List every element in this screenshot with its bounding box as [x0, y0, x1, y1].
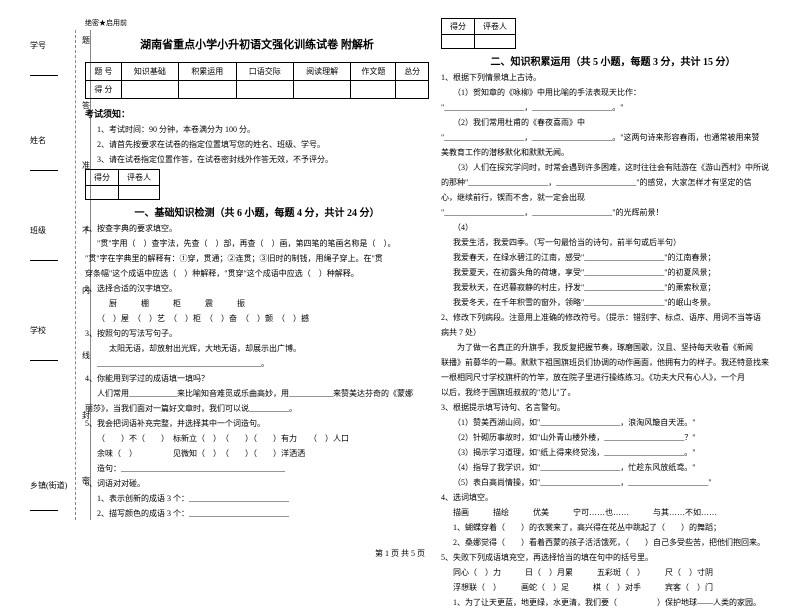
r1-row4: 我爱冬天，在千年积雪的窗外，领略"____________________"的岷… — [441, 297, 785, 309]
r2-l4: 一根相同尺寸学校旗杆的竹竿，放在院子里进行操练练习。《功夫大尺有心人》，一个月 — [441, 372, 785, 384]
content-area: 绝密★启用前 湖南省重点小学小升初语文强化训练试卷 附解析 题 号 知识基础 积… — [85, 18, 785, 612]
r1-l5: 美教育工作的潜移默化和默默无闻。 — [441, 147, 785, 159]
r1-l3: （2）我们常用杜甫的《春夜喜雨》中 — [441, 117, 785, 129]
r4-l1: 1、蝴蝶穿着（ ）的衣裳来了，高兴得在花丛中跳起了（ ）的舞蹈； — [441, 522, 785, 534]
q5-stem: 5、我会把词语补充完整，并选择其中一个词造句。 — [85, 418, 429, 430]
r4-row1: 描画 描绘 优美 宁可……也…… 与其……不如…… — [441, 507, 785, 519]
q1-l3: 穿条幅"这个成语中应选（ ）种解释，"贯穿"这个成语中应选（ ）种解释。 — [85, 268, 429, 280]
paper-title: 湖南省重点小学小升初语文强化训练试卷 附解析 — [85, 36, 429, 52]
r1-row0: 我爱生活，我爱四季。（写一句最恰当的诗句，前半句或后半句） — [441, 237, 785, 249]
q5-l2: 余味（ ） 见微知（ ） （ ）（ ）洋洒洒 — [85, 448, 429, 460]
r5-l2: 浮想联（ ） 画蛇（ ）足 棋（ ）对手 宾客（ ）门 — [441, 582, 785, 594]
r1-l9: "____________________，__________________… — [441, 207, 785, 219]
mini2-blank-b — [475, 35, 516, 49]
exam-notice-head: 考试须知： — [85, 107, 429, 120]
margin-underline-2 — [30, 170, 58, 171]
page-footer: 第 1 页 共 5 页 — [0, 548, 800, 559]
r5-l1: 同心（ ）力 日（ ）月累 五彩斑（ ） 尺（ ）寸阴 — [441, 567, 785, 579]
score-c3: 口语交际 — [236, 63, 293, 81]
score-c6: 总分 — [396, 63, 429, 81]
mini-score-table-1: 得分评卷人 — [85, 169, 160, 200]
margin-label-xz: 乡镇(街道) — [30, 480, 67, 491]
r4-stem: 4、选词填空。 — [441, 492, 785, 504]
mini-b: 评卷人 — [119, 170, 160, 186]
margin-underline-3 — [30, 260, 58, 261]
r1-l7: 的那种"____________________，_______________… — [441, 177, 785, 189]
r1-l4: "____________________，__________________… — [441, 132, 785, 144]
seal-dashed-line — [75, 30, 76, 520]
q2-r2: （ ）屋 （ ）艺 （ ）柜 （ ）奋 （ ）颤 （ ）撼 — [85, 313, 429, 325]
mini2-a: 得分 — [442, 19, 475, 35]
score-h1: 题 号 — [86, 63, 122, 81]
score-h2: 得 分 — [86, 81, 122, 99]
q3-l1: 太阳无语，却放射出光辉，大地无语，却展示出广博。 — [85, 343, 429, 355]
r2-l5: 以后，我终于国旗班叔叔的"范儿"了。 — [441, 387, 785, 399]
r1-l1: （1）贺知章的《咏柳》中用比喻的手法表现天比作： — [441, 87, 785, 99]
margin-label-xm: 姓名 — [30, 135, 46, 146]
section2-title: 二、知识积累运用（共 5 小题，每题 3 分，共计 15 分） — [441, 53, 785, 68]
mini-score-table-2: 得分评卷人 — [441, 18, 516, 49]
right-column: 得分评卷人 二、知识积累运用（共 5 小题，每题 3 分，共计 15 分） 1、… — [441, 18, 785, 612]
r3-l3: （3）揭示学习道理，如"纸上得来终觉浅，____________________… — [441, 447, 785, 459]
r5-l3: 1、为了让天更蓝，地更绿，水更清，我们要（ ）保护地球——人类的家园。 — [441, 597, 785, 609]
r1-row3: 我爱秋天，在迟暮寂静的村庄，抒发"____________________"的萧… — [441, 282, 785, 294]
score-c5: 作文题 — [351, 63, 396, 81]
q1-l1: "贯"字用（ ）查字法，先查（ ）部，再查（ ）画，第四笔的笔画名称是（ ）。 — [85, 238, 429, 250]
mini2-blank-a — [442, 35, 475, 49]
score-c4: 阅读理解 — [293, 63, 350, 81]
q5-l1: （ ）不（ ） 标新立（ ） （ ）（ ）有力 （ ）人口 — [85, 433, 429, 445]
margin-underline-4 — [30, 360, 58, 361]
q6-l2: 2、描写颜色的成语 3 个：_________________________ — [85, 508, 429, 520]
margin-underline-5 — [30, 510, 58, 511]
binding-margin: 学号 姓名 班级 学校 乡镇(街道) 题 答 准 不 内 线 封 密 — [20, 0, 80, 565]
q2-r1: 厨 棚 柜 震 振 — [85, 298, 429, 310]
q3-stem: 3、按照句的写法写句子。 — [85, 328, 429, 340]
notice-3: 3、请在试卷指定位置作答，在试卷密封线外作答无效，不予评分。 — [85, 154, 429, 166]
score-c1: 知识基础 — [121, 63, 178, 81]
mini-blank-a — [86, 186, 119, 200]
r1-stem: 1、根据下列情景填上古诗。 — [441, 72, 785, 84]
notice-2: 2、请首先按要求在试卷的指定位置填写您的姓名、班级、学号。 — [85, 139, 429, 151]
q5-l3: 造句：_____________________________________… — [85, 463, 429, 475]
q1-stem: 1、按查字典的要求填空。 — [85, 223, 429, 235]
q4-stem: 4、你能用到学过的成语填一填吗？ — [85, 373, 429, 385]
notice-1: 1、考试时间：90 分钟，本卷满分为 100 分。 — [85, 124, 429, 136]
q3-blank: ________________________________________… — [85, 358, 429, 370]
section1-title: 一、基础知识检测（共 6 小题，每题 4 分，共计 24 分） — [85, 204, 429, 219]
margin-underline-1 — [30, 75, 58, 76]
r2-l3: 联播》前募华的一幕。默默下祖国旗班员们协调的动作画面，他拥有力的样子。我还特意找… — [441, 357, 785, 369]
score-table: 题 号 知识基础 积累运用 口语交际 阅读理解 作文题 总分 得 分 — [85, 62, 429, 99]
r2-l1: 病共 7 处） — [441, 327, 785, 339]
r2-l2: 为了做一名真正的升旗手，我反复把握节奏，琢磨国歌，汉且、坚持每天收看《新闻 — [441, 342, 785, 354]
r3-l2: （2）针砌历事故时，如"山外青山楼外楼，____________________… — [441, 432, 785, 444]
r1-l2: "____________________，__________________… — [441, 102, 785, 114]
left-column: 绝密★启用前 湖南省重点小学小升初语文强化训练试卷 附解析 题 号 知识基础 积… — [85, 18, 429, 612]
margin-label-xh: 学号 — [30, 40, 46, 51]
r1-l6: （3）人们在探究学问时，时常会遇到许多困难，这时往往会有陆游在《游山西村》中所说 — [441, 162, 785, 174]
q2-stem: 2、选择合适的汉字填空。 — [85, 283, 429, 295]
mini2-b: 评卷人 — [475, 19, 516, 35]
r1-l8: 心，继续前行，锲而不舍，就一定会出现 — [441, 192, 785, 204]
r3-stem: 3、根据提示填写诗句、名言警句。 — [441, 402, 785, 414]
r3-l5: （5）表白高尚情操，如"____________________，_______… — [441, 477, 785, 489]
q4-l2: 丽莎》，当我们面对一篇好文章时，我们可以说__________。 — [85, 403, 429, 415]
margin-label-xx: 学校 — [30, 325, 46, 336]
r1-l10: （4） — [441, 222, 785, 234]
r3-l1: （1）赞美西湖山间，如"____________________，浪淘风簸自天涯… — [441, 417, 785, 429]
score-c2: 积累运用 — [179, 63, 236, 81]
score-blank — [121, 81, 178, 99]
r2-stem: 2、修改下列病段。注意用上准确的修改符号。（提示：错别字、标点、语序、用词不当等… — [441, 312, 785, 324]
r1-row2: 我爱夏天，在初露头角的荷塘，享受"____________________"的初… — [441, 267, 785, 279]
confidential-tag: 绝密★启用前 — [85, 18, 429, 28]
q6-stem: 6、词语对对碰。 — [85, 478, 429, 490]
q6-l1: 1、表示创新的成语 3 个：_________________________ — [85, 493, 429, 505]
q4-l1: 人们常用____________来比喻知音难觅或乐曲高妙，用__________… — [85, 388, 429, 400]
mini-blank-b — [119, 186, 160, 200]
mini-a: 得分 — [86, 170, 119, 186]
r3-l4: （4）指导了我学识，如"____________________，忙趁东风放纸鸢… — [441, 462, 785, 474]
margin-label-bj: 班级 — [30, 225, 46, 236]
r1-row1: 我爱春天，在绿水碧江的江南，感受"____________________"的江… — [441, 252, 785, 264]
q1-l2: "贯"字在字典里的解释有：①穿，贯通；②连贯；③旧时的制钱，用绳子穿上。在"贯 — [85, 253, 429, 265]
